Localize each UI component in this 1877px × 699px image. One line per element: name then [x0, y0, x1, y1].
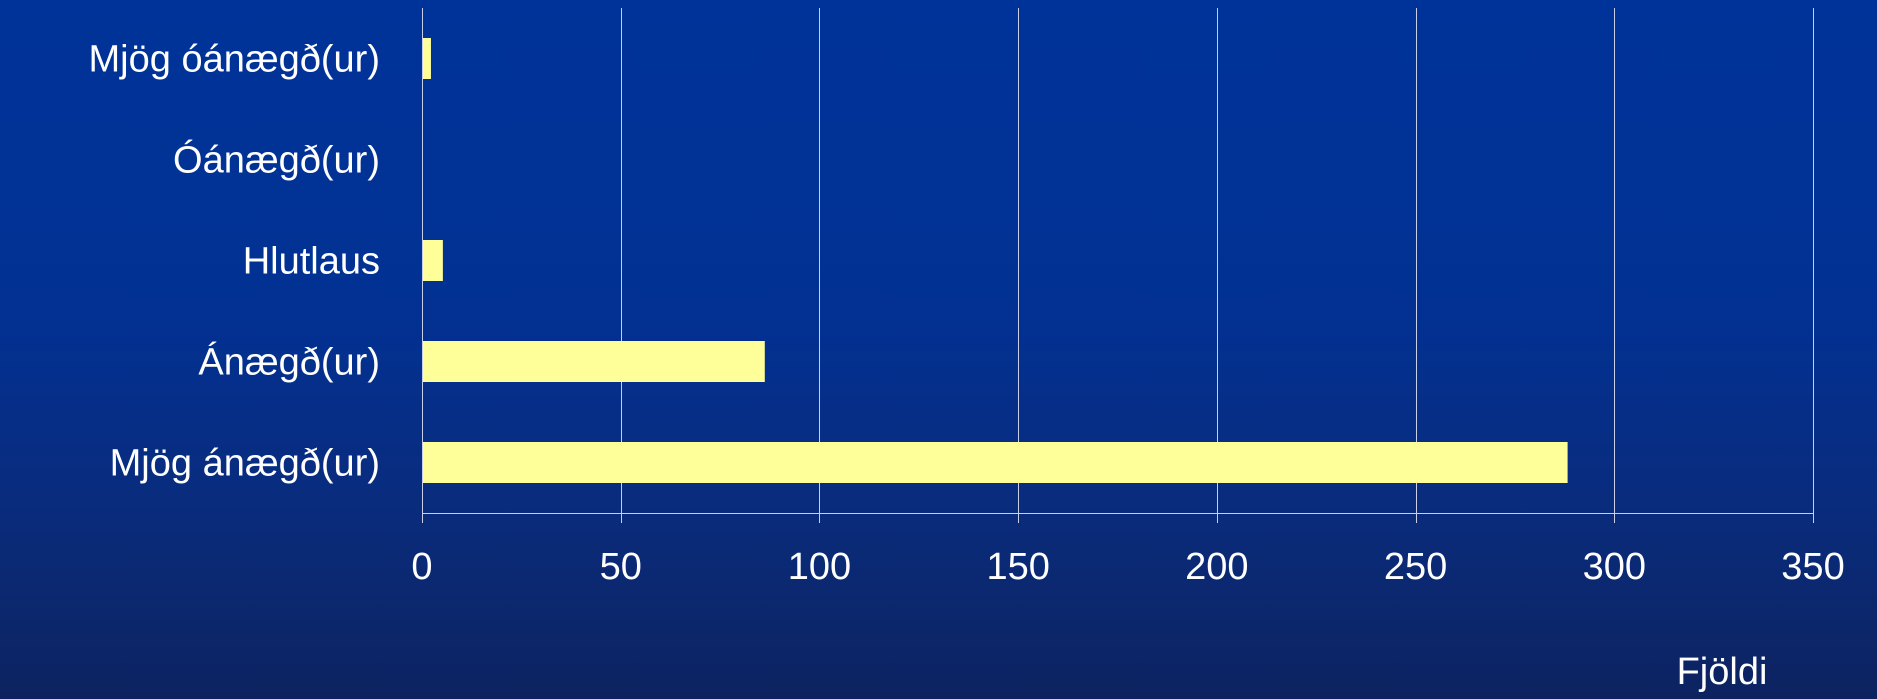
bar — [423, 341, 765, 382]
category-labels: Mjög óánægð(ur) Óánægð(ur) Hlutlaus Ánægð(u… — [89, 39, 380, 485]
category-label: Hlutlaus — [243, 241, 380, 283]
x-tick-label: 50 — [600, 546, 642, 588]
x-tick-labels: 0 50 100 150 200 250 300 350 — [411, 546, 1844, 588]
x-tick-label: 250 — [1384, 546, 1447, 588]
bar — [423, 38, 431, 79]
x-tick-label: 150 — [986, 546, 1049, 588]
x-tick-label: 200 — [1185, 546, 1248, 588]
bar — [423, 240, 443, 281]
bar — [423, 442, 1568, 483]
grid-lines — [422, 8, 1814, 523]
x-tick-label: 100 — [788, 546, 851, 588]
category-label: Ánægð(ur) — [198, 341, 380, 384]
x-tick-label: 0 — [411, 546, 432, 588]
category-label: Mjög ánægð(ur) — [110, 443, 380, 485]
category-label: Mjög óánægð(ur) — [89, 39, 380, 81]
x-tick-label: 350 — [1781, 546, 1844, 588]
category-label: Óánægð(ur) — [173, 139, 380, 182]
x-axis-title: Fjöldi — [1677, 651, 1768, 693]
bars — [423, 38, 1568, 483]
x-tick-label: 300 — [1583, 546, 1646, 588]
